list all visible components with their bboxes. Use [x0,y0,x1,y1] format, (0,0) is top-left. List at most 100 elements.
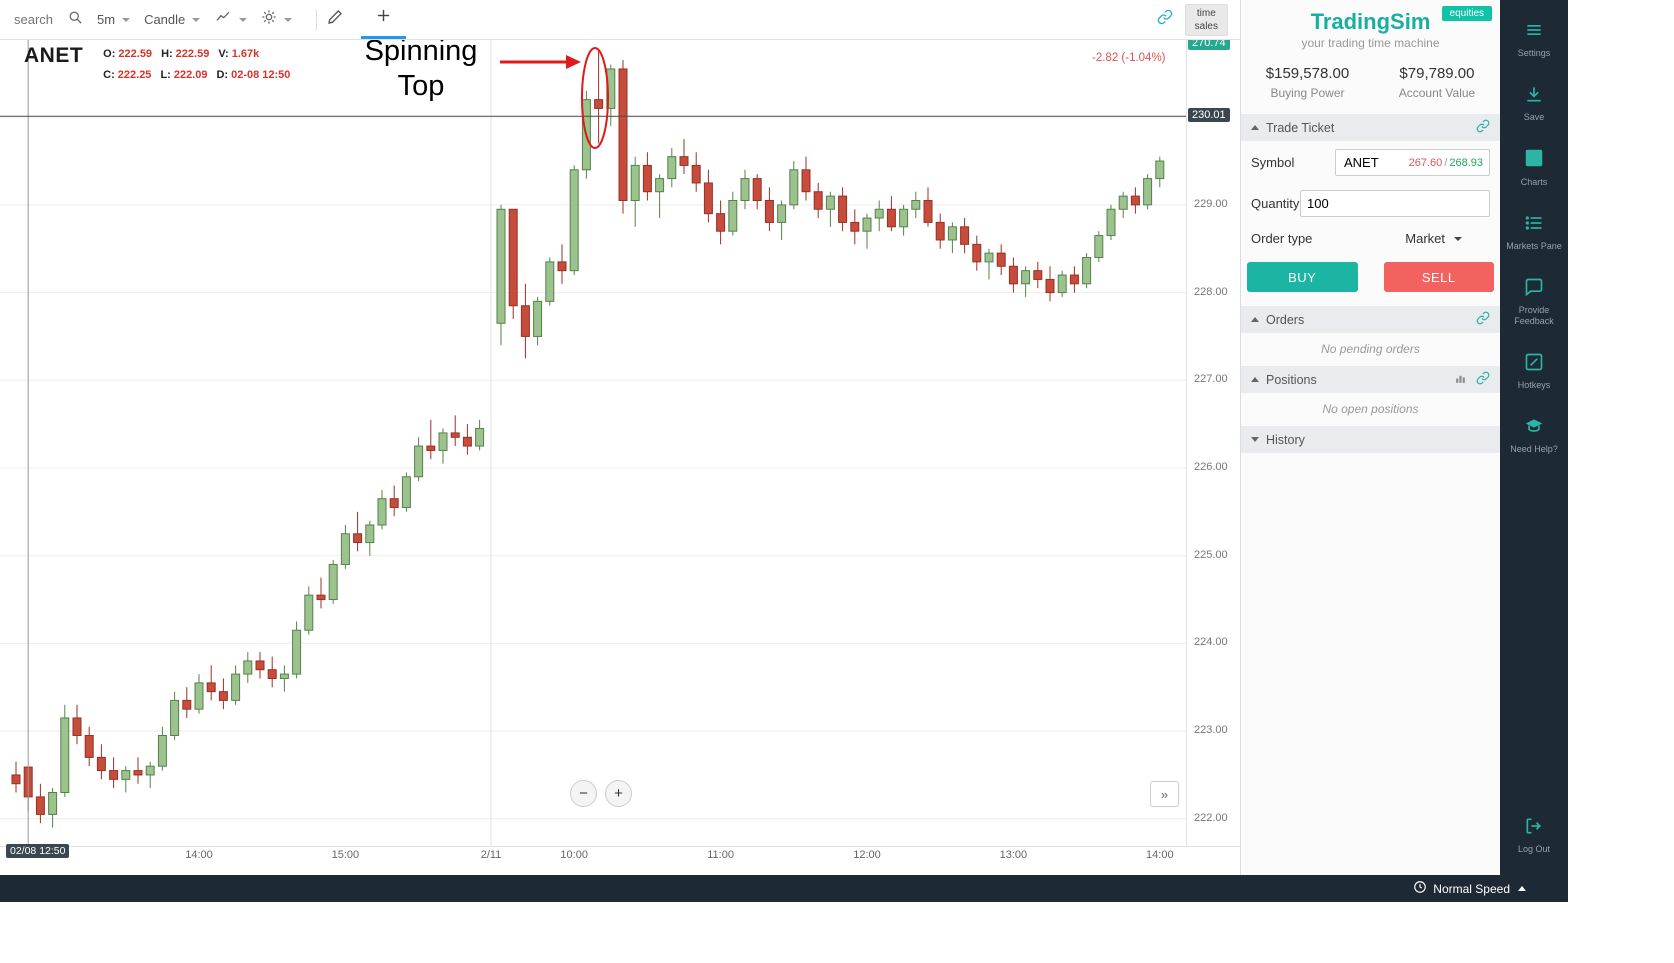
account-balances: $159,578.00 Buying Power $79,789.00 Acco… [1241,65,1500,100]
price-tick: 225.00 [1194,548,1228,561]
time-tick: 12:00 [853,849,881,861]
chevron-down-icon [284,17,293,22]
clock-icon [1413,880,1427,897]
draw-tool-button[interactable] [327,9,343,30]
crosshair-time-badge: 02/08 12:50 [6,844,70,858]
settings-dropdown[interactable] [261,9,293,30]
link-icon[interactable] [1476,311,1490,328]
chart-type-label: Candle [144,12,186,27]
order-type-dropdown[interactable]: Market [1405,231,1462,246]
buying-power-label: Buying Power [1270,86,1345,100]
right-rail: Settings Save Charts Markets Pane Provid… [1500,0,1568,902]
search-input[interactable] [12,11,64,28]
time-tick: 15:00 [331,849,360,861]
trade-ticket-title: Trade Ticket [1266,120,1335,135]
time-tick: 2/11 [480,849,502,861]
price-axis: 222.00 223.00 224.00 225.00 226.00 227.00 228.… [1186,40,1240,846]
positions-empty-text: No open positions [1322,402,1419,416]
bid-ask-quote: 267.60/268.93 [1408,156,1483,169]
scroll-to-latest-button[interactable]: » [1150,781,1179,807]
interval-label: 5m [97,12,116,27]
download-icon [1524,87,1544,108]
price-tick: 228.00 [1194,285,1228,298]
edit-square-icon [1524,353,1544,376]
time-tick: 10:00 [560,849,588,861]
bottom-status-bar: Normal Speed [0,875,1568,902]
symbol-input[interactable] [1342,154,1394,171]
time-tick: 14:00 [185,849,213,861]
line-chart-icon [214,9,232,30]
rail-item-hotkeys[interactable]: Hotkeys [1500,352,1568,392]
charts-square-icon [1523,150,1545,173]
orders-header[interactable]: Orders [1241,306,1500,333]
rail-item-log-out[interactable]: Log Out [1500,816,1568,856]
history-header[interactable]: History [1241,426,1500,453]
buy-button[interactable]: BUY [1247,262,1358,292]
history-title: History [1266,432,1305,447]
price-tick: 229.00 [1194,197,1228,210]
time-axis: 13:0014:0015:002/1110:0011:0012:0013:001… [0,846,1240,864]
collapse-icon [1251,317,1259,322]
collapse-icon [1251,125,1259,130]
sliders-icon [1524,25,1544,44]
rail-item-provide-feedback[interactable]: Provide Feedback [1500,277,1568,328]
search-box [12,10,83,30]
time-tick: 13:00 [999,849,1028,861]
add-chart-tab-button[interactable] [361,0,407,39]
expand-icon [1251,437,1259,442]
order-type-label: Order type [1251,231,1313,246]
link-icon[interactable] [1476,119,1490,136]
speed-control[interactable]: Normal Speed [1413,880,1526,897]
order-type-value: Market [1405,231,1445,246]
orders-title: Orders [1266,312,1305,327]
chevron-down-icon [122,17,131,22]
gear-icon [261,9,277,30]
collapse-icon [1251,377,1259,382]
link-icon[interactable] [1157,9,1173,30]
graduation-cap-icon [1523,419,1545,440]
positions-header[interactable]: Positions [1241,366,1500,393]
price-tick: 222.00 [1194,811,1228,824]
time-tick: 14:00 [1146,849,1174,861]
rail-item-settings[interactable]: Settings [1500,20,1568,60]
price-tick: 227.00 [1194,373,1228,386]
rail-item-need-help[interactable]: Need Help? [1500,416,1568,456]
zoom-out-button[interactable]: − [570,780,597,807]
account-value-label: Account Value [1398,86,1476,100]
zoom-in-button[interactable]: + [605,780,632,807]
symbol-field: 267.60/268.93 [1335,149,1490,176]
quantity-input[interactable] [1300,190,1490,217]
chevron-down-icon [239,17,248,22]
symbol-label: ANET [24,44,84,67]
orders-empty-text: No pending orders [1321,342,1420,356]
interval-dropdown[interactable]: 5m [97,12,131,27]
buying-power-value: $159,578.00 [1265,65,1350,82]
candlestick-chart-canvas[interactable] [0,40,1186,846]
rail-item-markets-pane[interactable]: Markets Pane [1500,213,1568,253]
equities-badge: equities [1441,6,1492,21]
chart-type-dropdown[interactable]: Candle [144,12,201,27]
trade-ticket-header[interactable]: Trade Ticket [1241,114,1500,141]
price-tick: 223.00 [1194,724,1228,737]
pencil-icon [327,9,343,30]
brand-title: TradingSim [1310,9,1431,34]
price-tick: 226.00 [1194,460,1228,473]
search-icon[interactable] [68,10,83,30]
time-sales-tab[interactable]: time sales [1184,3,1228,36]
sell-button[interactable]: SELL [1383,262,1494,292]
chevron-down-icon [192,17,201,22]
rail-item-charts[interactable]: Charts [1500,147,1568,189]
bar-chart-icon[interactable] [1454,372,1467,388]
rail-item-save[interactable]: Save [1500,84,1568,124]
trading-panel: TradingSim equities your trading time ma… [1240,0,1500,875]
indicators-dropdown[interactable] [214,9,248,30]
chevron-down-icon [1454,236,1462,241]
link-icon[interactable] [1476,371,1490,388]
price-tick: 224.00 [1194,636,1228,649]
chart-area: ANET O: 222.59 H: 222.59 V: 1.67k C: 222.25 L: 2… [0,35,1240,858]
symbol-field-label: Symbol [1251,155,1295,170]
ohlc-values: O: 222.59 H: 222.59 V: 1.67k C: 222.25 L: 222.09… [103,48,291,81]
speed-label: Normal Speed [1433,881,1510,896]
crosshair-price-badge: 230.01 [1188,108,1230,122]
